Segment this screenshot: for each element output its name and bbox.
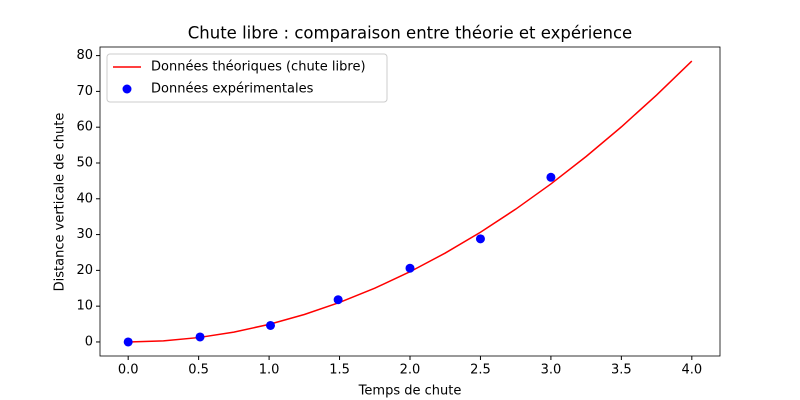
x-tick-label: 4.0 (681, 363, 702, 378)
y-tick-label: 70 (76, 84, 93, 99)
y-tick-label: 40 (76, 191, 93, 206)
legend-marker (122, 84, 132, 94)
x-tick-label: 2.5 (470, 363, 491, 378)
legend-box (106, 53, 388, 103)
data-point (333, 295, 343, 305)
y-tick-label: 0 (85, 334, 93, 349)
data-point (195, 332, 205, 342)
data-point (475, 234, 485, 244)
data-point (546, 172, 556, 182)
data-point (123, 337, 133, 347)
legend-label: Données expérimentales (151, 82, 314, 97)
axes-frame (99, 46, 721, 357)
y-tick-label: 60 (76, 120, 93, 135)
chart-title: Chute libre : comparaison entre théorie … (188, 24, 632, 43)
x-tick-label: 3.5 (611, 363, 632, 378)
y-tick-label: 80 (76, 48, 93, 63)
x-axis-label: Temps de chute (358, 384, 462, 399)
x-tick-label: 0.5 (188, 363, 209, 378)
y-axis-label: Distance verticale de chute (53, 113, 68, 292)
x-tick-label: 2.0 (400, 363, 421, 378)
x-tick-label: 1.0 (259, 363, 280, 378)
x-tick-label: 1.5 (329, 363, 350, 378)
y-tick-label: 10 (76, 299, 93, 314)
x-tick-label: 0.0 (118, 363, 139, 378)
x-tick-label: 3.0 (541, 363, 562, 378)
y-tick-label: 30 (76, 227, 93, 242)
data-point (405, 263, 415, 273)
data-point (266, 320, 275, 330)
y-tick-label: 50 (76, 155, 93, 170)
y-tick-label: 20 (76, 263, 93, 278)
legend-label: Données théoriques (chute libre) (151, 60, 366, 75)
